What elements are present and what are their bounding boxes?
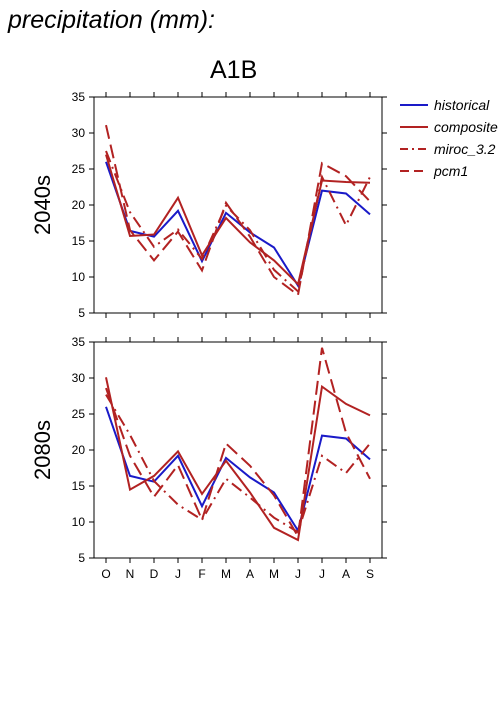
panel-2040s: 5 10 15 20 25 30 35 2040s bbox=[30, 90, 387, 320]
y-tick-label: 25 bbox=[72, 407, 86, 421]
legend-swatch bbox=[400, 126, 428, 128]
legend-label: pcm1 bbox=[434, 163, 469, 179]
series-line-historical bbox=[105, 406, 371, 534]
series-line-composite bbox=[105, 377, 371, 542]
legend-label: miroc_3.2 bbox=[434, 141, 496, 157]
x-tick-label: O bbox=[101, 567, 110, 581]
x-tick-label: S bbox=[366, 567, 374, 581]
x-tick-label: J bbox=[295, 567, 301, 581]
x-tick-label: A bbox=[342, 567, 350, 581]
x-tick-label: J bbox=[175, 567, 181, 581]
series-line-pcm1 bbox=[105, 124, 371, 297]
legend-swatch bbox=[400, 170, 428, 172]
y-tick-label: 5 bbox=[78, 306, 85, 320]
y-tick-label: 20 bbox=[72, 443, 86, 457]
legend-swatch bbox=[400, 104, 428, 106]
y-tick-label: 30 bbox=[72, 371, 86, 385]
y-tick-label: 25 bbox=[72, 162, 86, 176]
series-line-pcm1 bbox=[105, 347, 371, 540]
x-tick-label: F bbox=[198, 567, 205, 581]
legend-item: composite bbox=[398, 118, 501, 140]
y-tick-label: 35 bbox=[72, 335, 86, 349]
x-tick-label: A bbox=[246, 567, 254, 581]
legend-label: historical bbox=[434, 97, 490, 113]
scenario-title: A1B bbox=[210, 56, 258, 84]
series-line-miroc-3-2 bbox=[105, 150, 371, 294]
y-tick-label: 15 bbox=[72, 479, 86, 493]
y-tick-label: 5 bbox=[78, 551, 85, 565]
y-tick-label: 20 bbox=[72, 198, 86, 212]
x-tick-label: N bbox=[126, 567, 135, 581]
plot-frame bbox=[93, 96, 383, 314]
legend-label: composite bbox=[434, 119, 498, 135]
panel-label: 2080s bbox=[30, 420, 55, 480]
legend-swatch bbox=[400, 148, 428, 150]
x-tick-label: J bbox=[319, 567, 325, 581]
y-tick-label: 15 bbox=[72, 234, 86, 248]
panel-2080s: 5 10 15 20 25 30 35 2080s O N D J F M A M J J A S bbox=[30, 335, 387, 581]
legend-item: historical bbox=[398, 96, 501, 118]
x-tick-label: D bbox=[150, 567, 159, 581]
series-line-composite bbox=[105, 154, 371, 287]
y-tick-label: 35 bbox=[72, 90, 86, 104]
legend: historical composite miroc_3.2 pcm1 bbox=[398, 96, 501, 184]
y-tick-label: 10 bbox=[72, 270, 86, 284]
panel-label: 2040s bbox=[30, 175, 55, 235]
legend-item: pcm1 bbox=[398, 162, 501, 184]
x-tick-label: M bbox=[269, 567, 279, 581]
x-tick-label: M bbox=[221, 567, 231, 581]
legend-item: miroc_3.2 bbox=[398, 140, 501, 162]
page-title: precipitation (mm): bbox=[8, 6, 215, 34]
series-line-miroc-3-2 bbox=[105, 394, 371, 534]
plot-frame bbox=[93, 341, 383, 559]
y-tick-label: 30 bbox=[72, 126, 86, 140]
y-tick-label: 10 bbox=[72, 515, 86, 529]
